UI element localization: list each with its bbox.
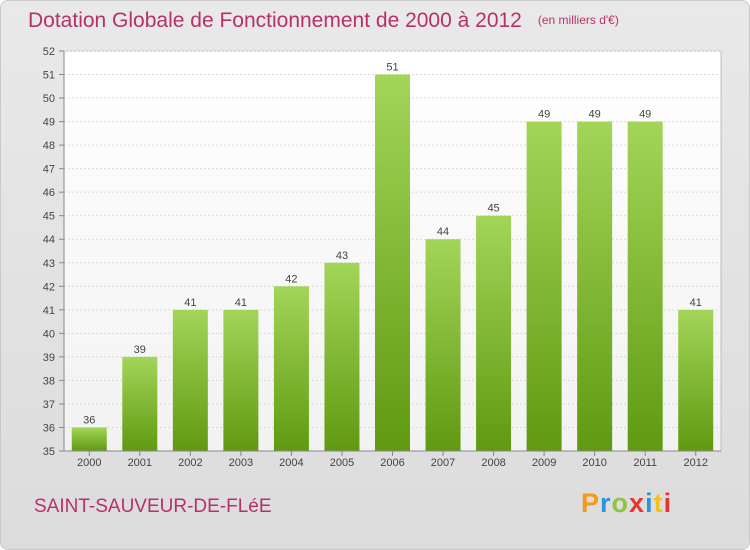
data-label: 49 (589, 109, 601, 121)
bar (627, 121, 663, 452)
bar (375, 74, 410, 451)
y-tick-label: 48 (43, 140, 55, 152)
y-tick-label: 46 (43, 187, 55, 199)
y-tick-label: 36 (43, 422, 55, 434)
y-tick-label: 52 (43, 46, 55, 58)
x-tick-label: 2000 (77, 457, 101, 469)
bar (273, 286, 309, 451)
y-tick-label: 37 (43, 399, 55, 411)
y-tick-label: 47 (43, 164, 55, 176)
bar (526, 121, 562, 452)
x-tick-label: 2002 (178, 457, 202, 469)
y-tick-label: 35 (43, 446, 55, 458)
bar (324, 262, 360, 451)
y-tick-label: 41 (43, 305, 55, 317)
y-tick-label: 49 (43, 117, 55, 129)
data-label: 41 (690, 297, 702, 309)
bar (122, 356, 158, 451)
y-tick-label: 39 (43, 352, 55, 364)
bar (172, 309, 208, 451)
x-tick-label: 2011 (633, 457, 657, 469)
y-tick-label: 51 (43, 70, 55, 82)
data-label: 39 (134, 344, 146, 356)
x-tick-label: 2010 (582, 457, 606, 469)
data-label: 49 (639, 109, 651, 121)
commune-name: SAINT-SAUVEUR-DE-FLéE (34, 496, 272, 517)
bar (577, 121, 613, 452)
x-tick-label: 2001 (128, 457, 152, 469)
data-label: 51 (386, 62, 398, 74)
y-tick-label: 43 (43, 258, 55, 270)
y-tick-label: 40 (43, 328, 55, 340)
y-tick-label: 44 (43, 234, 55, 246)
proxiti-logo: Proxiti (581, 488, 673, 518)
bar (476, 215, 512, 451)
data-label: 41 (235, 297, 247, 309)
x-tick-label: 2003 (229, 457, 253, 469)
chart-title: Dotation Globale de Fonctionnement de 20… (28, 9, 619, 33)
x-tick-label: 2008 (481, 457, 505, 469)
x-tick-label: 2009 (532, 457, 556, 469)
x-tick-label: 2004 (279, 457, 303, 469)
x-tick-label: 2012 (683, 457, 707, 469)
bar (71, 427, 107, 451)
y-tick-label: 50 (43, 93, 55, 105)
data-label: 44 (437, 226, 449, 238)
y-tick-label: 42 (43, 281, 55, 293)
chart-unit: (en milliers d'€) (537, 13, 619, 27)
bar (425, 239, 461, 451)
x-tick-label: 2007 (431, 457, 455, 469)
chart-title-text: Dotation Globale de Fonctionnement de 20… (28, 9, 522, 32)
data-label: 43 (336, 250, 348, 262)
x-tick-label: 2006 (380, 457, 404, 469)
data-label: 49 (538, 109, 550, 121)
bar (223, 309, 259, 451)
data-label: 36 (83, 414, 95, 426)
y-tick-label: 38 (43, 375, 55, 387)
data-label: 42 (285, 273, 297, 285)
data-label: 41 (184, 297, 196, 309)
x-tick-label: 2005 (330, 457, 354, 469)
data-label: 45 (487, 203, 499, 215)
bar (678, 309, 714, 451)
y-tick-label: 45 (43, 211, 55, 223)
